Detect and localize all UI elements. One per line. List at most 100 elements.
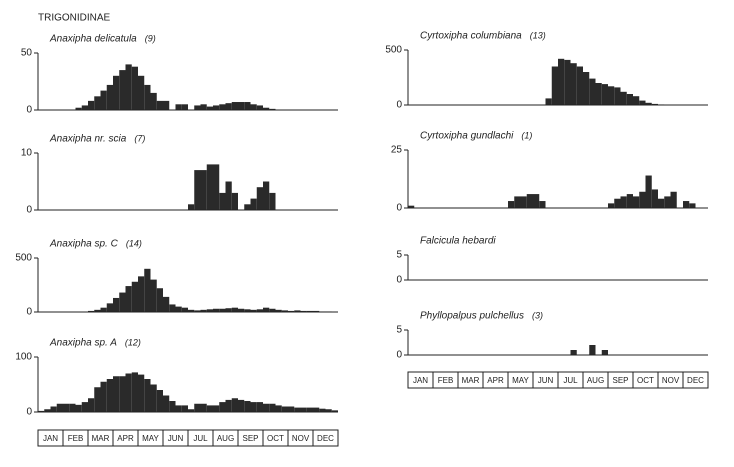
bar xyxy=(94,309,101,312)
bar xyxy=(614,198,621,208)
bar xyxy=(219,192,226,210)
bar xyxy=(294,310,301,312)
bar xyxy=(63,403,70,412)
month-label: NOV xyxy=(292,434,310,443)
bar xyxy=(131,281,138,312)
panel-count: (12) xyxy=(125,337,141,347)
bar xyxy=(275,405,282,412)
bar xyxy=(244,401,251,412)
bar xyxy=(88,310,95,312)
month-label: AUG xyxy=(587,376,604,385)
bar xyxy=(281,310,288,312)
bar xyxy=(620,196,627,208)
bar xyxy=(250,402,257,412)
y-tick-label: 0 xyxy=(396,350,402,361)
bar xyxy=(300,407,307,412)
bar xyxy=(626,194,633,208)
bar xyxy=(300,310,307,312)
bar xyxy=(175,306,182,312)
panel-count: (9) xyxy=(145,33,156,43)
bar xyxy=(250,309,257,312)
bar xyxy=(250,198,257,210)
bar xyxy=(313,310,320,312)
bar xyxy=(601,350,608,355)
bar xyxy=(633,196,640,208)
panel-count: (3) xyxy=(532,310,543,320)
month-label: OCT xyxy=(637,376,654,385)
month-label: FEB xyxy=(438,376,454,385)
bar xyxy=(614,87,621,105)
bar xyxy=(213,164,220,210)
month-label: AUG xyxy=(217,434,234,443)
month-label: MAR xyxy=(462,376,480,385)
bar xyxy=(288,310,295,312)
month-label: SEP xyxy=(242,434,258,443)
bar xyxy=(225,399,232,412)
bar xyxy=(564,59,571,105)
bar xyxy=(626,94,633,105)
bar xyxy=(231,102,238,110)
bar xyxy=(44,409,51,412)
bar xyxy=(689,203,696,208)
bar xyxy=(169,304,176,312)
bar xyxy=(194,170,201,210)
month-label: MAY xyxy=(142,434,159,443)
bar xyxy=(219,308,226,312)
bar xyxy=(100,381,107,412)
bar xyxy=(545,98,552,105)
bar xyxy=(244,309,251,312)
bar xyxy=(181,307,188,312)
bar xyxy=(313,407,320,412)
y-tick-label: 0 xyxy=(26,105,32,116)
bar xyxy=(169,401,176,412)
bar xyxy=(206,309,213,312)
bar xyxy=(125,286,132,312)
month-label: JAN xyxy=(43,434,58,443)
bar xyxy=(150,384,157,412)
y-tick-label: 10 xyxy=(21,148,33,159)
bar xyxy=(156,390,163,412)
bar xyxy=(275,309,282,312)
bar xyxy=(319,408,326,412)
bar xyxy=(150,92,157,110)
month-label: DEC xyxy=(317,434,334,443)
bar xyxy=(256,402,263,412)
panel-title: Phyllopalpus pulchellus xyxy=(420,311,524,322)
panel-count: (1) xyxy=(521,130,532,140)
bar xyxy=(100,90,107,110)
bar xyxy=(589,78,596,105)
bar xyxy=(194,105,201,110)
bar xyxy=(601,84,608,105)
bar xyxy=(163,296,170,312)
bar xyxy=(138,75,145,110)
bar xyxy=(56,403,63,412)
bar xyxy=(119,376,126,412)
month-label: JUL xyxy=(193,434,208,443)
bar xyxy=(144,379,151,412)
bar xyxy=(639,191,646,208)
bar xyxy=(664,196,671,208)
panel-title: Cyrtoxipha columbiana xyxy=(420,31,522,42)
bar xyxy=(38,410,45,412)
bar xyxy=(231,398,238,412)
bar xyxy=(651,189,658,208)
month-label: FEB xyxy=(68,434,84,443)
bar xyxy=(213,405,220,412)
y-tick-label: 0 xyxy=(396,203,402,214)
bar xyxy=(119,70,126,110)
month-label: JUN xyxy=(538,376,554,385)
bar xyxy=(200,170,207,210)
month-label: SEP xyxy=(612,376,628,385)
bar xyxy=(589,345,596,355)
bar xyxy=(231,307,238,312)
bar xyxy=(181,405,188,412)
bar xyxy=(408,205,415,208)
bar xyxy=(106,379,113,412)
bar xyxy=(81,105,88,110)
bar xyxy=(539,201,546,208)
bar xyxy=(163,395,170,412)
month-label: MAY xyxy=(512,376,529,385)
bar xyxy=(150,279,157,312)
y-tick-label: 5 xyxy=(396,325,402,336)
